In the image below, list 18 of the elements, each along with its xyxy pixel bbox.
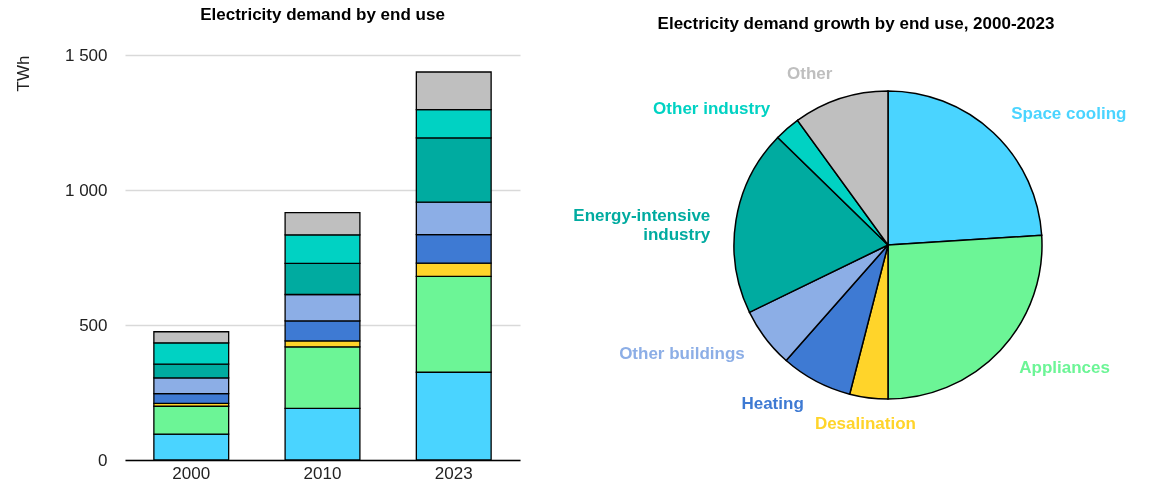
y-tick-label: 500 — [79, 315, 108, 335]
x-tick-label: 2023 — [434, 463, 473, 483]
y-tick-label: 1 500 — [64, 45, 108, 65]
slice-label: Appliances — [1019, 358, 1110, 378]
chart-title: Electricity demand by end use — [200, 5, 445, 24]
slice-label: Desalination — [814, 413, 916, 433]
slice-label: Heating — [741, 394, 804, 414]
y-axis-title: TWh — [13, 55, 33, 92]
y-tick-label: 0 — [98, 450, 108, 470]
slice-label: Space cooling — [1011, 103, 1127, 123]
slice-label: Energy-intensive industry — [573, 206, 711, 245]
x-tick-label: 2010 — [303, 463, 342, 483]
slice-label: Other — [787, 63, 833, 83]
slice-label: Other industry — [653, 98, 771, 118]
y-tick-label: 1 000 — [64, 180, 108, 200]
slice-label: Other buildings — [619, 343, 745, 363]
x-tick-label: 2000 — [172, 463, 211, 483]
chart-title: Electricity demand growth by end use, 2000-2023 — [657, 14, 1055, 33]
